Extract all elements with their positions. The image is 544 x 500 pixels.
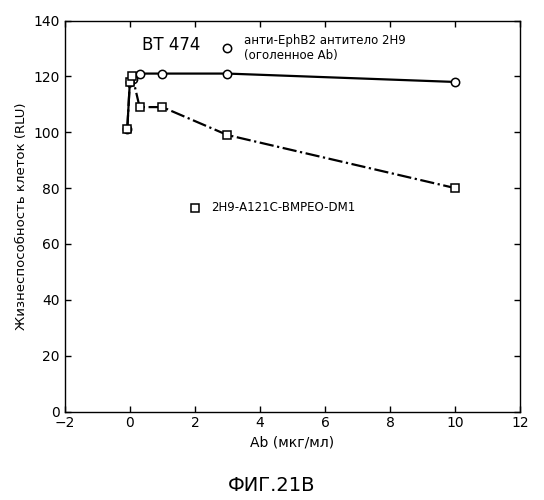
X-axis label: Ab (мкг/мл): Ab (мкг/мл) xyxy=(250,436,335,450)
Text: анти-EphB2 антитело 2Н9
(оголенное Ab): анти-EphB2 антитело 2Н9 (оголенное Ab) xyxy=(244,34,405,62)
Text: ВТ 474: ВТ 474 xyxy=(142,36,201,54)
Text: ФИГ.21В: ФИГ.21В xyxy=(228,476,316,495)
Y-axis label: Жизнеспособность клеток (RLU): Жизнеспособность клеток (RLU) xyxy=(15,102,28,330)
Text: 2Н9-А121С-BMPEO-DM1: 2Н9-А121С-BMPEO-DM1 xyxy=(211,201,355,214)
